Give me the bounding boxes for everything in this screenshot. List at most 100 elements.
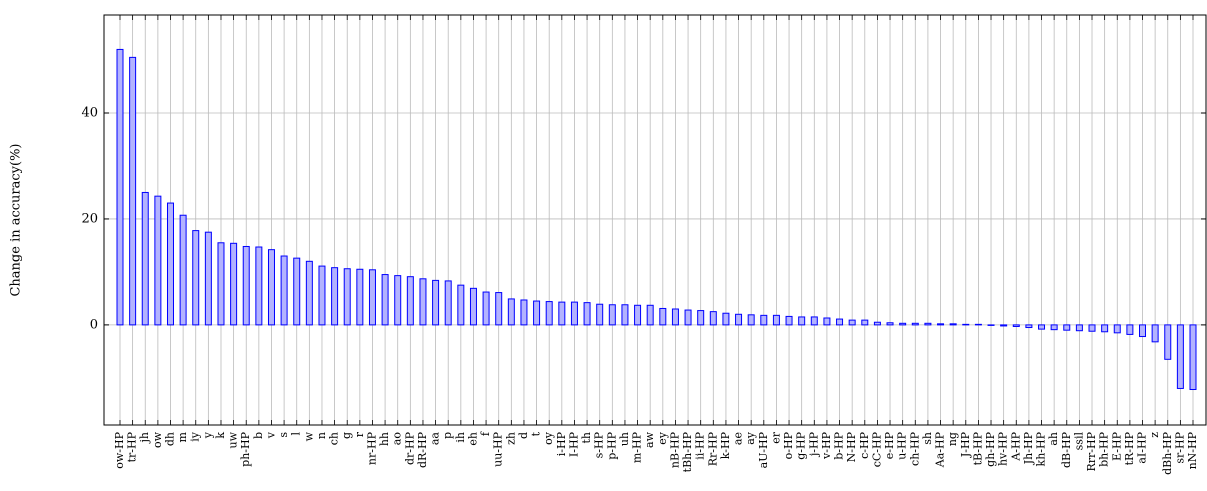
- x-tick-label: p-HP: [605, 431, 618, 459]
- x-tick-label: tr-HP: [126, 431, 139, 462]
- bar: [747, 314, 755, 326]
- bar: [823, 317, 831, 326]
- bar: [684, 309, 692, 326]
- x-tick-label: g-HP: [795, 431, 808, 459]
- bar: [924, 322, 932, 326]
- bar: [495, 292, 503, 326]
- x-tick-label: zh: [504, 432, 517, 445]
- x-tick-label: Rr-HP: [706, 431, 719, 466]
- x-tick-label: s-HP: [593, 431, 606, 458]
- x-tick-label: sr-HP: [1173, 431, 1186, 463]
- x-tick-label: eh: [466, 432, 479, 446]
- x-tick-label: l: [290, 432, 303, 436]
- bar: [419, 278, 427, 326]
- bar: [381, 274, 389, 326]
- x-tick-label: gh-HP: [984, 431, 997, 466]
- bar: [785, 315, 793, 326]
- bar: [545, 301, 553, 326]
- x-tick-label: r: [353, 431, 366, 437]
- bar: [836, 318, 844, 326]
- bar: [242, 245, 250, 326]
- bar: [1050, 324, 1058, 331]
- x-tick-label: nN-HP: [1186, 431, 1199, 469]
- x-tick-label: uw: [227, 431, 240, 448]
- x-tick-label: cC-HP: [870, 431, 883, 467]
- x-tick-label: dB-HP: [1060, 431, 1073, 468]
- x-tick-label: p: [441, 432, 454, 439]
- y-tick-label: 20: [81, 211, 98, 226]
- x-tick-label: E-HP: [1110, 431, 1123, 461]
- bar: [873, 321, 881, 326]
- bar: [141, 191, 149, 326]
- x-tick-label: ah: [1047, 432, 1060, 446]
- bar: [722, 312, 730, 326]
- bar: [1101, 324, 1109, 333]
- x-tick-label: nr-HP: [365, 431, 378, 465]
- x-tick-label: w: [302, 431, 315, 441]
- bar: [1176, 324, 1184, 389]
- x-tick-label: dr-HP: [403, 431, 416, 465]
- bar: [848, 319, 856, 326]
- x-tick-label: bh-HP: [1098, 431, 1111, 466]
- bar: [974, 323, 982, 326]
- x-tick-label: Jh-HP: [1022, 431, 1035, 465]
- bar: [533, 300, 541, 326]
- bar: [1088, 324, 1096, 332]
- bar: [230, 242, 238, 326]
- bar: [444, 280, 452, 326]
- bar: [166, 202, 174, 326]
- x-tick-label: uu-HP: [492, 431, 505, 466]
- bar: [861, 319, 869, 326]
- x-tick-label: tBh-HP: [681, 431, 694, 472]
- x-tick-label: ae: [732, 432, 745, 445]
- bar: [204, 231, 212, 326]
- x-tick-label: dh: [163, 432, 176, 446]
- x-tick-label: u-HP: [896, 431, 909, 459]
- bar: [987, 324, 995, 326]
- bar: [596, 303, 604, 326]
- bar: [356, 268, 364, 326]
- bar: [810, 316, 818, 326]
- x-tick-label: th: [580, 432, 593, 444]
- x-tick-label: er: [769, 431, 782, 444]
- x-tick-label: sh: [921, 432, 934, 445]
- x-tick-label: aw: [643, 431, 656, 448]
- x-tick-label: m-HP: [631, 431, 644, 463]
- bar: [1113, 324, 1121, 334]
- x-tick-label: tR-HP: [1123, 431, 1136, 465]
- bar: [394, 275, 402, 326]
- bar: [1000, 324, 1008, 327]
- bar: [634, 304, 642, 326]
- x-tick-label: aI-HP: [1136, 431, 1149, 463]
- x-tick-label: dR-HP: [416, 431, 429, 468]
- x-tick-label: aU-HP: [757, 431, 770, 468]
- x-tick-label: oy: [542, 431, 555, 445]
- bar: [331, 267, 339, 326]
- x-tick-label: ao: [391, 432, 404, 446]
- bar: [911, 322, 919, 326]
- bar: [192, 230, 200, 326]
- x-tick-label: I-HP: [567, 431, 580, 457]
- x-tick-label: g: [340, 432, 353, 439]
- x-tick-label: dBh-HP: [1161, 431, 1174, 475]
- x-tick-label: jh: [138, 432, 151, 445]
- bar: [608, 304, 616, 326]
- x-tick-label: kh-HP: [1035, 431, 1048, 466]
- bar: [129, 56, 137, 326]
- bar: [116, 48, 124, 326]
- x-tick-label: ow: [151, 431, 164, 448]
- x-tick-label: hv-HP: [997, 431, 1010, 466]
- x-tick-label: j-HP: [807, 431, 820, 458]
- x-tick-label: k: [214, 432, 227, 439]
- x-tick-label: ey: [656, 431, 669, 445]
- x-tick-label: A-HP: [1009, 431, 1022, 461]
- x-tick-label: Rrr-HP: [1085, 431, 1098, 471]
- bar: [305, 260, 313, 326]
- bar: [671, 308, 679, 326]
- bar: [899, 322, 907, 326]
- bar: [583, 302, 591, 326]
- bar: [558, 301, 566, 326]
- bar: [1139, 324, 1147, 338]
- bar: [368, 269, 376, 326]
